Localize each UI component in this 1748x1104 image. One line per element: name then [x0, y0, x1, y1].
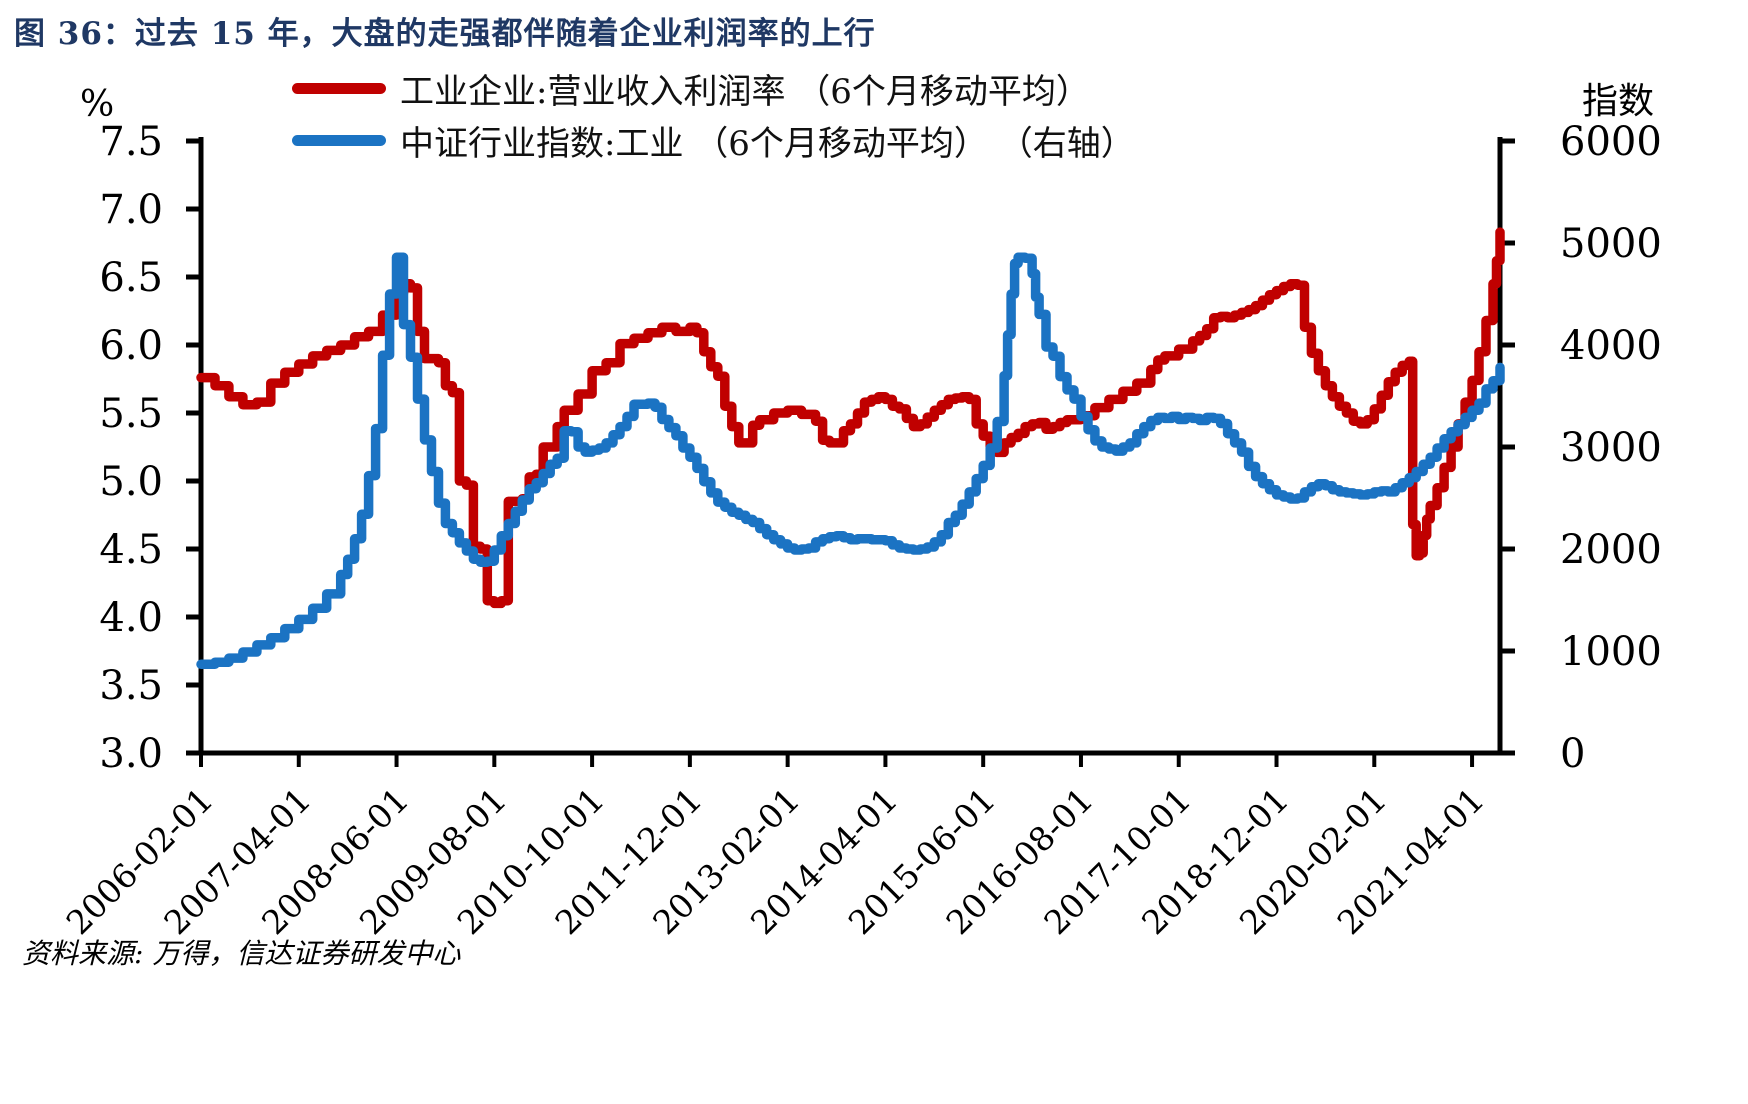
svg-text:2000: 2000	[1560, 527, 1662, 573]
svg-text:5.0: 5.0	[99, 459, 163, 505]
legend-label-industry-index: 中证行业指数:工业 （6个月移动平均） （右轴）	[400, 123, 1135, 164]
svg-text:5.5: 5.5	[99, 391, 163, 437]
svg-text:7.0: 7.0	[99, 187, 163, 233]
svg-text:0: 0	[1560, 731, 1585, 777]
industry-index-line	[196, 252, 1505, 670]
svg-text:4000: 4000	[1560, 323, 1662, 369]
blue-line-swatch-icon	[292, 134, 386, 146]
profit-margin-line	[196, 227, 1505, 609]
source-note: 资料来源: 万得，信达证券研发中心	[22, 937, 461, 970]
red-line-swatch-icon	[292, 82, 386, 94]
legend-item-industry-index: 中证行业指数:工业 （6个月移动平均） （右轴）	[292, 114, 1135, 166]
svg-text:4.0: 4.0	[99, 595, 163, 641]
svg-text:6.5: 6.5	[99, 255, 163, 301]
svg-text:3.0: 3.0	[99, 731, 163, 777]
right-axis-ticks: 6000 5000 4000 3000 2000 1000 0	[1500, 119, 1662, 777]
chart-title: 图 36：过去 15 年，大盘的走强都伴随着企业利润率的上行	[14, 16, 876, 52]
legend-item-profit-margin: 工业企业:营业收入利润率 （6个月移动平均）	[292, 62, 1135, 114]
x-axis-ticks: 2006-02-012007-04-012008-06-012009-08-01…	[59, 753, 1492, 942]
axes	[198, 137, 1503, 756]
svg-text:7.5: 7.5	[99, 119, 163, 165]
svg-text:5000: 5000	[1560, 221, 1662, 267]
svg-text:6000: 6000	[1560, 119, 1662, 165]
legend-label-profit-margin: 工业企业:营业收入利润率 （6个月移动平均）	[400, 71, 1090, 112]
right-axis-unit-label: 指数	[1582, 81, 1655, 122]
left-axis-unit-label: %	[80, 84, 115, 125]
svg-text:3000: 3000	[1560, 425, 1662, 471]
chart-legend: 工业企业:营业收入利润率 （6个月移动平均） 中证行业指数:工业 （6个月移动平…	[292, 62, 1135, 166]
svg-text:6.0: 6.0	[99, 323, 163, 369]
svg-text:3.5: 3.5	[99, 663, 163, 709]
left-axis-ticks: 7.5 7.0 6.5 6.0 5.5 5.0 4.5 4.0 3.5 3.0	[99, 119, 201, 777]
svg-text:1000: 1000	[1560, 629, 1662, 675]
svg-text:4.5: 4.5	[99, 527, 163, 573]
